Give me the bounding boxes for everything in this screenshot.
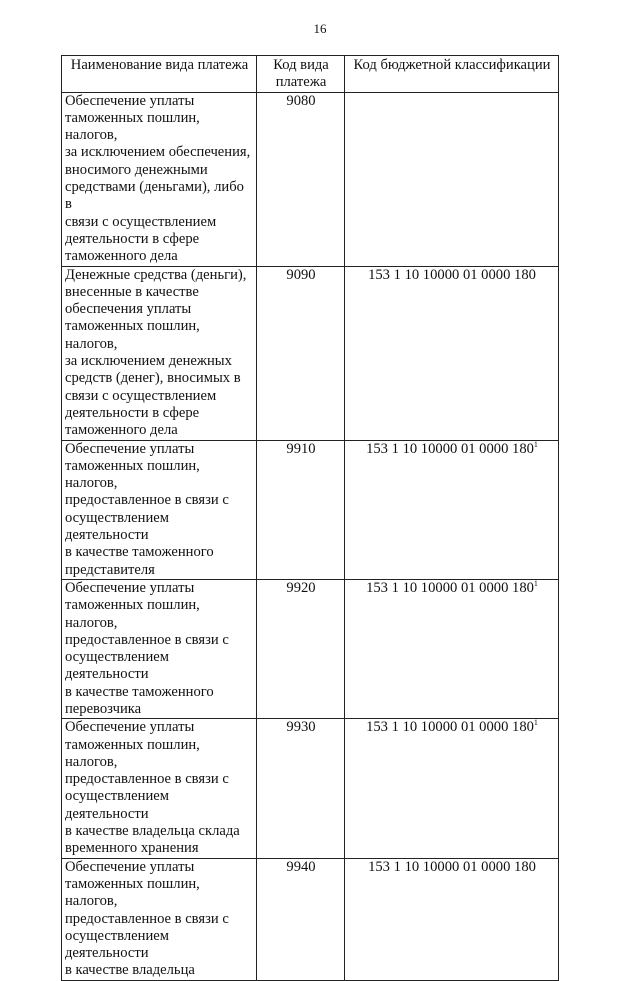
header-budget-code: Код бюджетной классификации bbox=[344, 55, 559, 93]
page-number: 16 bbox=[313, 21, 327, 36]
payment-name: Денежные средства (деньги), внесенные в … bbox=[61, 265, 257, 441]
table-row: Денежные средства (деньги), внесенные в … bbox=[61, 265, 559, 441]
payment-name: Обеспечение уплаты таможенных пошлин, на… bbox=[61, 578, 257, 720]
budget-code-cell: 153 1 10 10000 01 0000 1801 bbox=[344, 439, 559, 580]
budget-code-cell: 153 1 10 10000 01 0000 180 bbox=[344, 857, 559, 981]
budget-code: 153 1 10 10000 01 0000 180 bbox=[366, 440, 534, 457]
footnote-marker: 1 bbox=[533, 578, 538, 588]
payment-name: Обеспечение уплаты таможенных пошлин, на… bbox=[61, 439, 257, 580]
table-header-row: Наименование вида платежа Код вида плате… bbox=[61, 55, 559, 93]
budget-code: 153 1 10 10000 01 0000 180 bbox=[368, 858, 536, 875]
header-payment-name: Наименование вида платежа bbox=[61, 55, 257, 93]
payment-codes-table: Наименование вида платежа Код вида плате… bbox=[61, 55, 559, 981]
header-payment-code: Код вида платежа bbox=[256, 55, 345, 93]
budget-code: 153 1 10 10000 01 0000 180 bbox=[368, 266, 536, 283]
payment-code: 9940 bbox=[256, 857, 345, 981]
budget-code-cell: 153 1 10 10000 01 0000 1801 bbox=[344, 578, 559, 720]
table-row: Обеспечение уплаты таможенных пошлин, на… bbox=[61, 91, 559, 267]
table-row: Обеспечение уплаты таможенных пошлин, на… bbox=[61, 578, 559, 720]
table-row: Обеспечение уплаты таможенных пошлин, на… bbox=[61, 439, 559, 580]
budget-code: 153 1 10 10000 01 0000 180 bbox=[366, 579, 534, 596]
payment-code: 9920 bbox=[256, 578, 345, 720]
payment-code: 9080 bbox=[256, 91, 345, 267]
payment-name: Обеспечение уплаты таможенных пошлин, на… bbox=[61, 91, 257, 267]
payment-code: 9090 bbox=[256, 265, 345, 441]
budget-code-cell: 153 1 10 10000 01 0000 180 bbox=[344, 265, 559, 441]
table-row: Обеспечение уплаты таможенных пошлин, на… bbox=[61, 857, 559, 981]
budget-code: 153 1 10 10000 01 0000 180 bbox=[366, 719, 534, 736]
footnote-marker: 1 bbox=[533, 439, 538, 449]
table-row: Обеспечение уплаты таможенных пошлин, на… bbox=[61, 718, 559, 859]
payment-name: Обеспечение уплаты таможенных пошлин, на… bbox=[61, 718, 257, 859]
payment-name: Обеспечение уплаты таможенных пошлин, на… bbox=[61, 857, 257, 981]
payment-code: 9930 bbox=[256, 718, 345, 859]
budget-code-cell: 153 1 10 10000 01 0000 1801 bbox=[344, 718, 559, 859]
budget-code-cell bbox=[344, 91, 559, 267]
payment-code: 9910 bbox=[256, 439, 345, 580]
footnote-marker: 1 bbox=[533, 718, 538, 728]
